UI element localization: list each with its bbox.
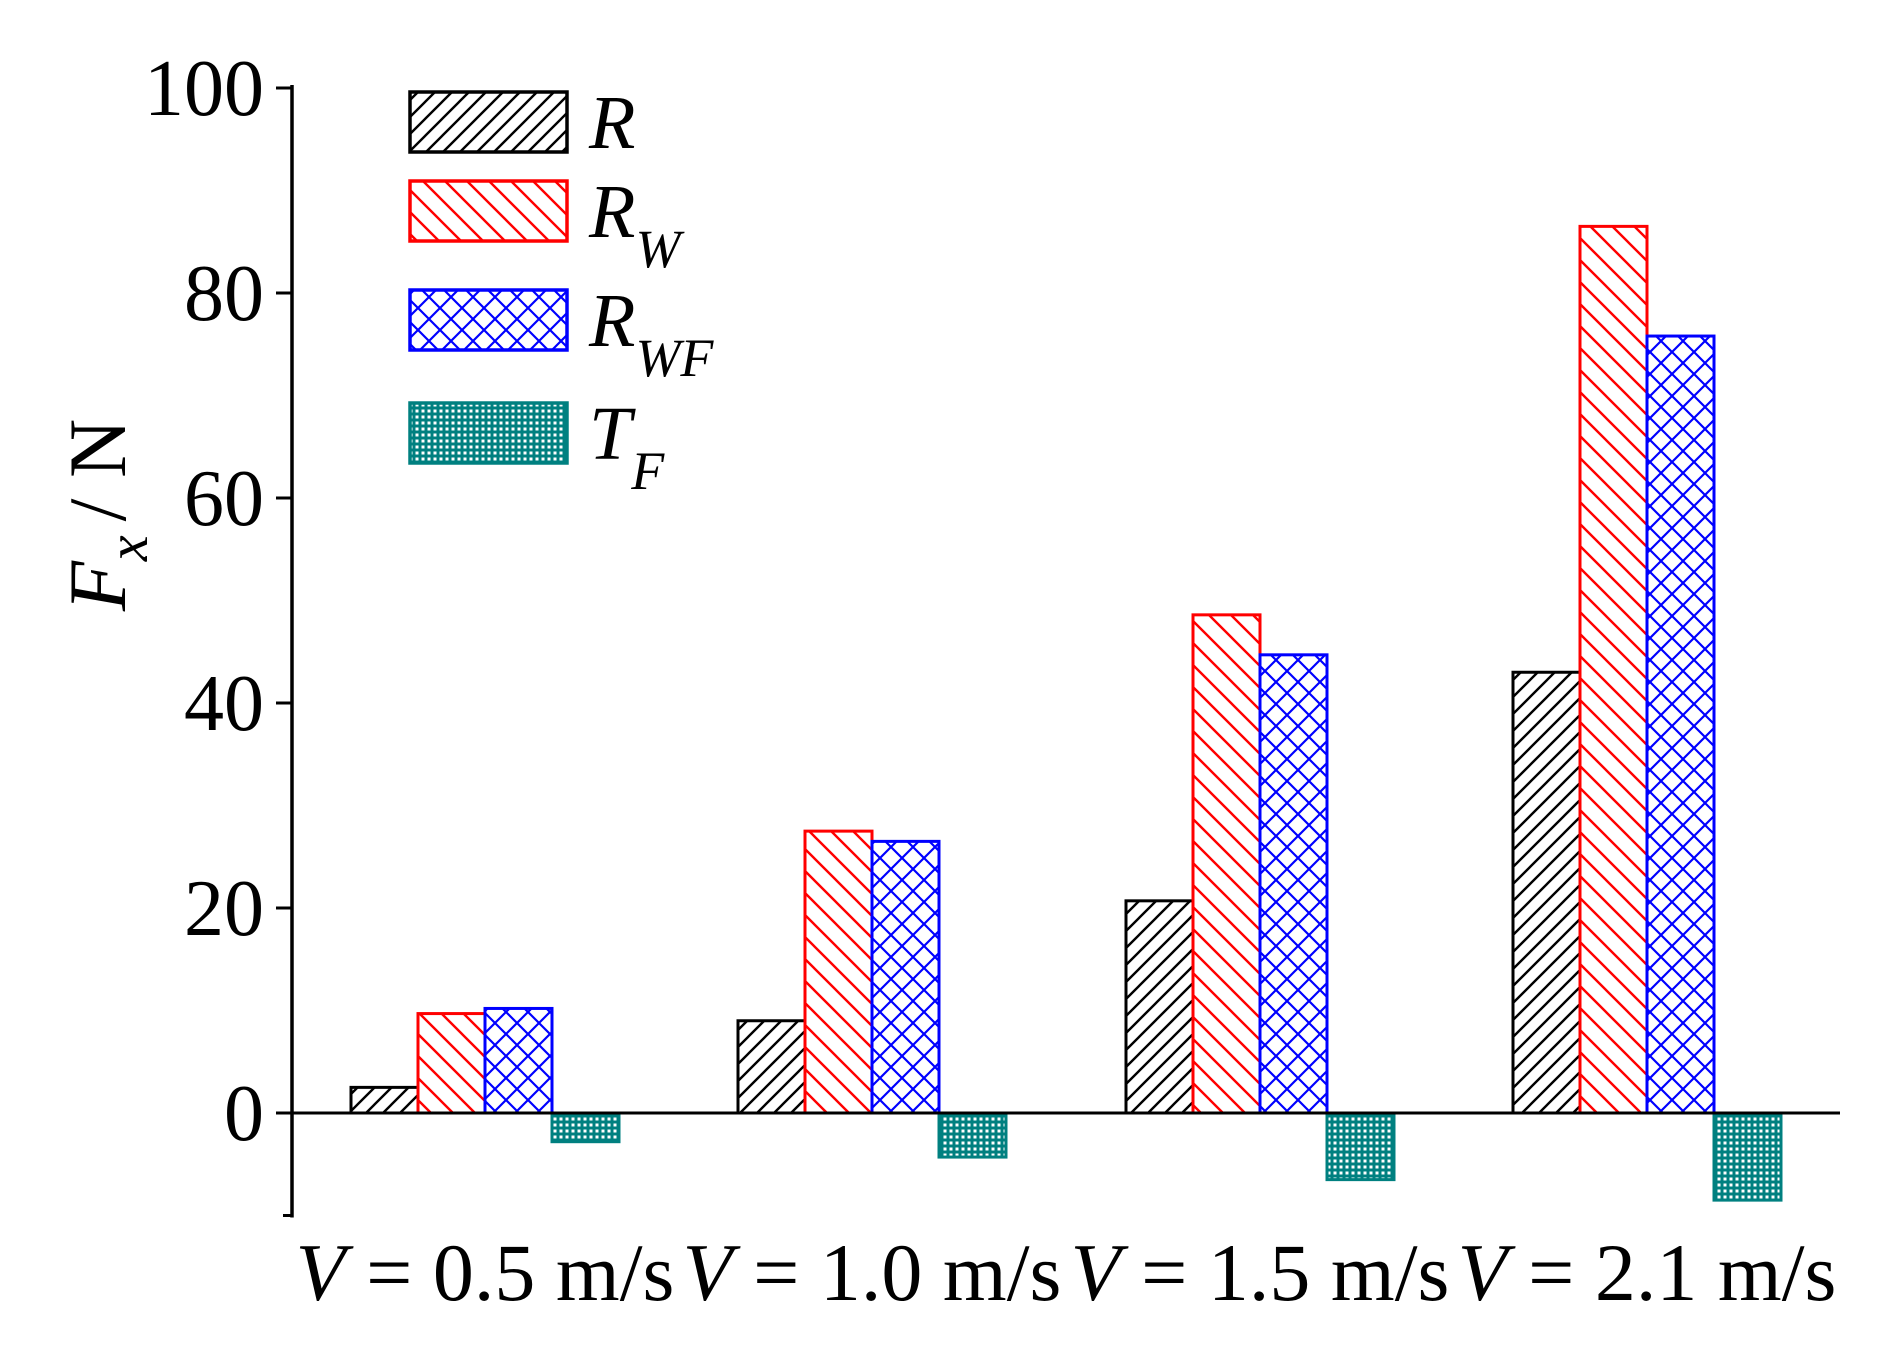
- y-tick-label: 60: [184, 455, 264, 543]
- legend-swatch-rw: [408, 179, 569, 243]
- legend-label-rw: RW: [588, 170, 685, 279]
- x-category-label: V = 2.1 m/s: [1458, 1227, 1837, 1318]
- svg-text:Fx/ N: Fx / N: [52, 419, 160, 612]
- x-axis-labels: V = 0.5 m/s V = 1.0 m/s V = 1.5 m/s V = 2.1…: [296, 1227, 1837, 1318]
- bars: [349, 224, 1783, 1202]
- y-tick-label: 0: [224, 1070, 264, 1158]
- y-axis-title-unit: / N: [52, 419, 143, 522]
- y-axis-ticks: 0 20 40 60 80 100: [144, 45, 292, 1217]
- x-category-label: V = 1.0 m/s: [683, 1227, 1062, 1318]
- x-category-label: V = 0.5 m/s: [296, 1227, 675, 1318]
- bar-rw-3: [1191, 613, 1262, 1115]
- bar-tf-4: [1712, 1111, 1783, 1202]
- bar-rwf-4: [1645, 334, 1716, 1115]
- legend-label-tf: TF: [589, 392, 665, 501]
- y-tick-label: 20: [184, 865, 264, 953]
- bar-rwf-1: [483, 1006, 554, 1115]
- y-axis-title-sub: x: [95, 535, 160, 562]
- legend-swatch-rwf: [408, 288, 569, 352]
- bar-rw-1: [416, 1012, 487, 1115]
- y-tick-label: 100: [144, 45, 264, 133]
- bar-r-1: [349, 1085, 420, 1115]
- bar-tf-3: [1325, 1111, 1396, 1182]
- y-tick-label: 40: [184, 660, 264, 748]
- legend-swatch-tf: [408, 401, 569, 465]
- bar-tf-2: [937, 1111, 1008, 1159]
- x-category-label: V = 1.5 m/s: [1071, 1227, 1450, 1318]
- axes: [290, 85, 1840, 1218]
- bar-rw-2: [803, 829, 874, 1115]
- bar-rwf-3: [1258, 653, 1329, 1115]
- bar-tf-1: [550, 1111, 621, 1144]
- legend-swatch-r: [408, 90, 569, 154]
- y-axis-title-main: F: [52, 560, 143, 612]
- legend-label-rwf: RWF: [588, 279, 714, 388]
- bar-r-3: [1124, 899, 1195, 1115]
- bar-r-2: [736, 1019, 807, 1115]
- bar-rw-4: [1578, 224, 1649, 1115]
- y-axis-title: Fx / N: [52, 419, 160, 612]
- legend-label-r: R: [588, 81, 635, 165]
- bar-rwf-2: [870, 839, 941, 1115]
- bar-r-4: [1511, 670, 1582, 1115]
- y-tick-label: 80: [184, 250, 264, 338]
